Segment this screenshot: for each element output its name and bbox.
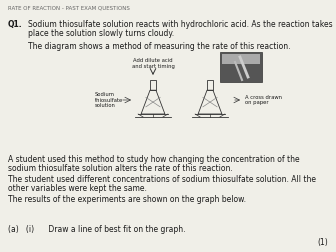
Text: A student used this method to study how changing the concentration of the: A student used this method to study how … — [8, 155, 300, 164]
Text: The diagram shows a method of measuring the rate of this reaction.: The diagram shows a method of measuring … — [28, 42, 291, 51]
Text: Sodium thiosulfate solution reacts with hydrochloric acid. As the reaction takes: Sodium thiosulfate solution reacts with … — [28, 20, 333, 29]
Text: Add dilute acid
and start timing: Add dilute acid and start timing — [132, 58, 174, 69]
Text: Q1.: Q1. — [8, 20, 23, 29]
Text: (1): (1) — [317, 238, 328, 247]
Text: sodium thiosulfate solution alters the rate of this reaction.: sodium thiosulfate solution alters the r… — [8, 164, 233, 173]
Text: other variables were kept the same.: other variables were kept the same. — [8, 184, 147, 193]
Bar — [220, 52, 262, 82]
Text: place the solution slowly turns cloudy.: place the solution slowly turns cloudy. — [28, 29, 174, 38]
Text: The results of the experiments are shown on the graph below.: The results of the experiments are shown… — [8, 195, 246, 204]
Text: A cross drawn
on paper: A cross drawn on paper — [245, 94, 282, 105]
Text: The student used different concentrations of sodium thiosulfate solution. All th: The student used different concentration… — [8, 175, 316, 184]
Text: Sodium
thiosulfate
solution: Sodium thiosulfate solution — [95, 92, 123, 108]
Text: RATE OF REACTION - PAST EXAM QUESTIONS: RATE OF REACTION - PAST EXAM QUESTIONS — [8, 6, 130, 11]
Text: (a)   (i)      Draw a line of best fit on the graph.: (a) (i) Draw a line of best fit on the g… — [8, 225, 185, 234]
Bar — [222, 54, 260, 64]
